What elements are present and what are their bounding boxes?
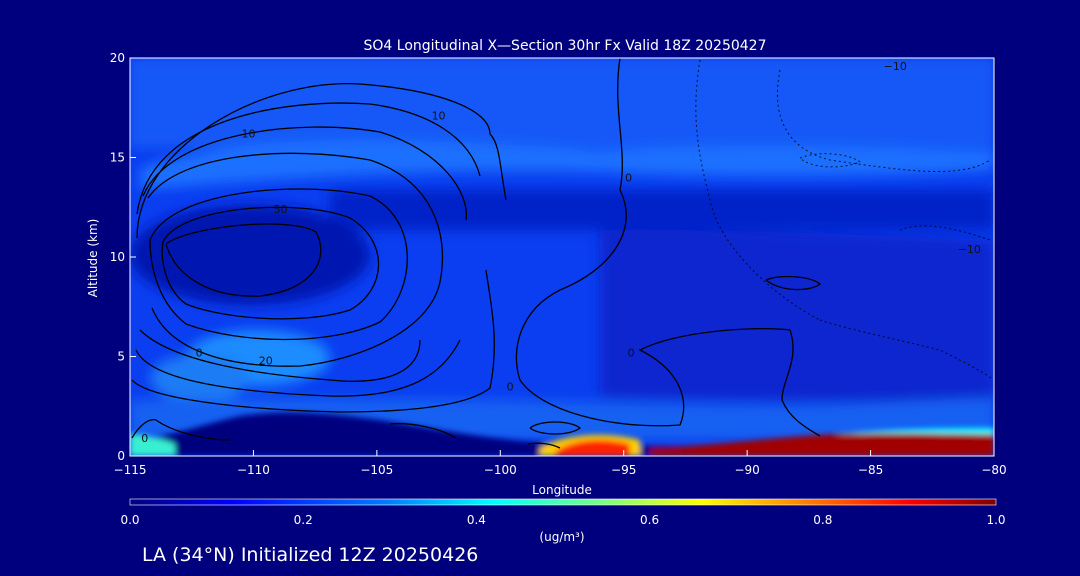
contour-line (161, 206, 380, 320)
colorbar-tick-label: 1.0 (986, 513, 1005, 527)
y-tick-label: 15 (110, 151, 125, 165)
concentration-field (130, 58, 994, 440)
contour-line (765, 275, 822, 291)
contour-line (142, 126, 467, 221)
contour-label: 0 (507, 380, 514, 393)
core-10km (130, 205, 370, 305)
contour-line (389, 422, 457, 439)
x-tick-label: −80 (981, 463, 1006, 477)
upper-field-lighter (130, 58, 994, 148)
contour-line-dashed (799, 153, 861, 168)
contour-line (149, 188, 408, 341)
colorbar-tick-label: 0.4 (467, 513, 486, 527)
surface-peak (555, 439, 630, 456)
x-axis-label: Longitude (532, 483, 592, 497)
contour-line (136, 102, 481, 215)
contour-label: 10 (241, 128, 255, 141)
x-tick-label: −105 (360, 463, 393, 477)
wind-contours (131, 58, 822, 449)
contour-label: 0 (141, 432, 148, 445)
colorbar-tick-label: 0.0 (120, 513, 139, 527)
x-tick-label: −90 (734, 463, 759, 477)
plot-area: 10 50 20 0 0 10 0 0 0 −10 −10 (130, 58, 994, 456)
chart-title: SO4 Longitudinal X—Section 30hr Fx Valid… (364, 38, 767, 54)
contour-label: 0 (625, 171, 632, 184)
x-tick-label: −85 (858, 463, 883, 477)
contour-line (165, 223, 322, 297)
contour-label: 0 (196, 347, 203, 360)
colorbar-units: (ug/m³) (539, 530, 584, 544)
y-tick-label: 0 (117, 449, 125, 463)
x-tick-label: −115 (114, 463, 147, 477)
contour-line-dashed (899, 225, 991, 241)
mid-dark-band (330, 190, 994, 230)
y-axis-label: Altitude (km) (86, 219, 100, 298)
footer-caption: LA (34°N) Initialized 12Z 20250426 (142, 544, 478, 566)
upper-band-15km (140, 140, 994, 190)
contour-label: 0 (628, 347, 635, 360)
contour-label: 50 (274, 203, 288, 216)
mid-right-dark-region (600, 229, 994, 402)
contour-line-dashed (776, 69, 991, 172)
x-tick-label: −110 (237, 463, 270, 477)
colorbar-tick-label: 0.2 (294, 513, 313, 527)
y-tick-label: 5 (117, 350, 125, 364)
surface-layer-teal (130, 434, 175, 456)
colorbar-tick-label: 0.8 (813, 513, 832, 527)
terrain-and-surface-layer (130, 412, 994, 456)
surface-layer-east (650, 433, 994, 456)
contour-line (139, 329, 421, 382)
contour-line (527, 442, 561, 449)
contour-line (515, 58, 821, 437)
y-tick-label: 10 (110, 250, 125, 264)
contour-line (135, 339, 461, 397)
y-axis: 0 5 10 15 20 (110, 51, 136, 463)
contour-line-dashed (695, 59, 821, 321)
x-tick-label: −95 (611, 463, 636, 477)
contour-line (131, 269, 495, 413)
contour-labels: 10 50 20 0 0 10 0 0 0 −10 −10 (141, 60, 981, 445)
colorbar-ticks: 0.0 0.2 0.4 0.6 0.8 1.0 (120, 513, 1005, 527)
contour-label: 20 (259, 354, 273, 367)
contour-line-dashed (819, 319, 994, 381)
contour-line (147, 152, 444, 367)
colorbar (129, 498, 997, 506)
x-axis: −115 −110 −105 −100 −95 −90 −85 −80 (114, 450, 1007, 477)
contour-line (529, 421, 582, 435)
negative-wind-contours (695, 59, 994, 381)
contour-line (131, 418, 231, 441)
contour-label: 10 (432, 110, 446, 123)
contour-label: −10 (958, 243, 981, 256)
terrain (130, 412, 994, 456)
colorbar-tick-label: 0.6 (640, 513, 659, 527)
y-tick-label: 20 (110, 51, 125, 65)
contour-line (136, 83, 507, 239)
x-tick-label: −100 (484, 463, 517, 477)
contour-label: −10 (884, 60, 907, 73)
